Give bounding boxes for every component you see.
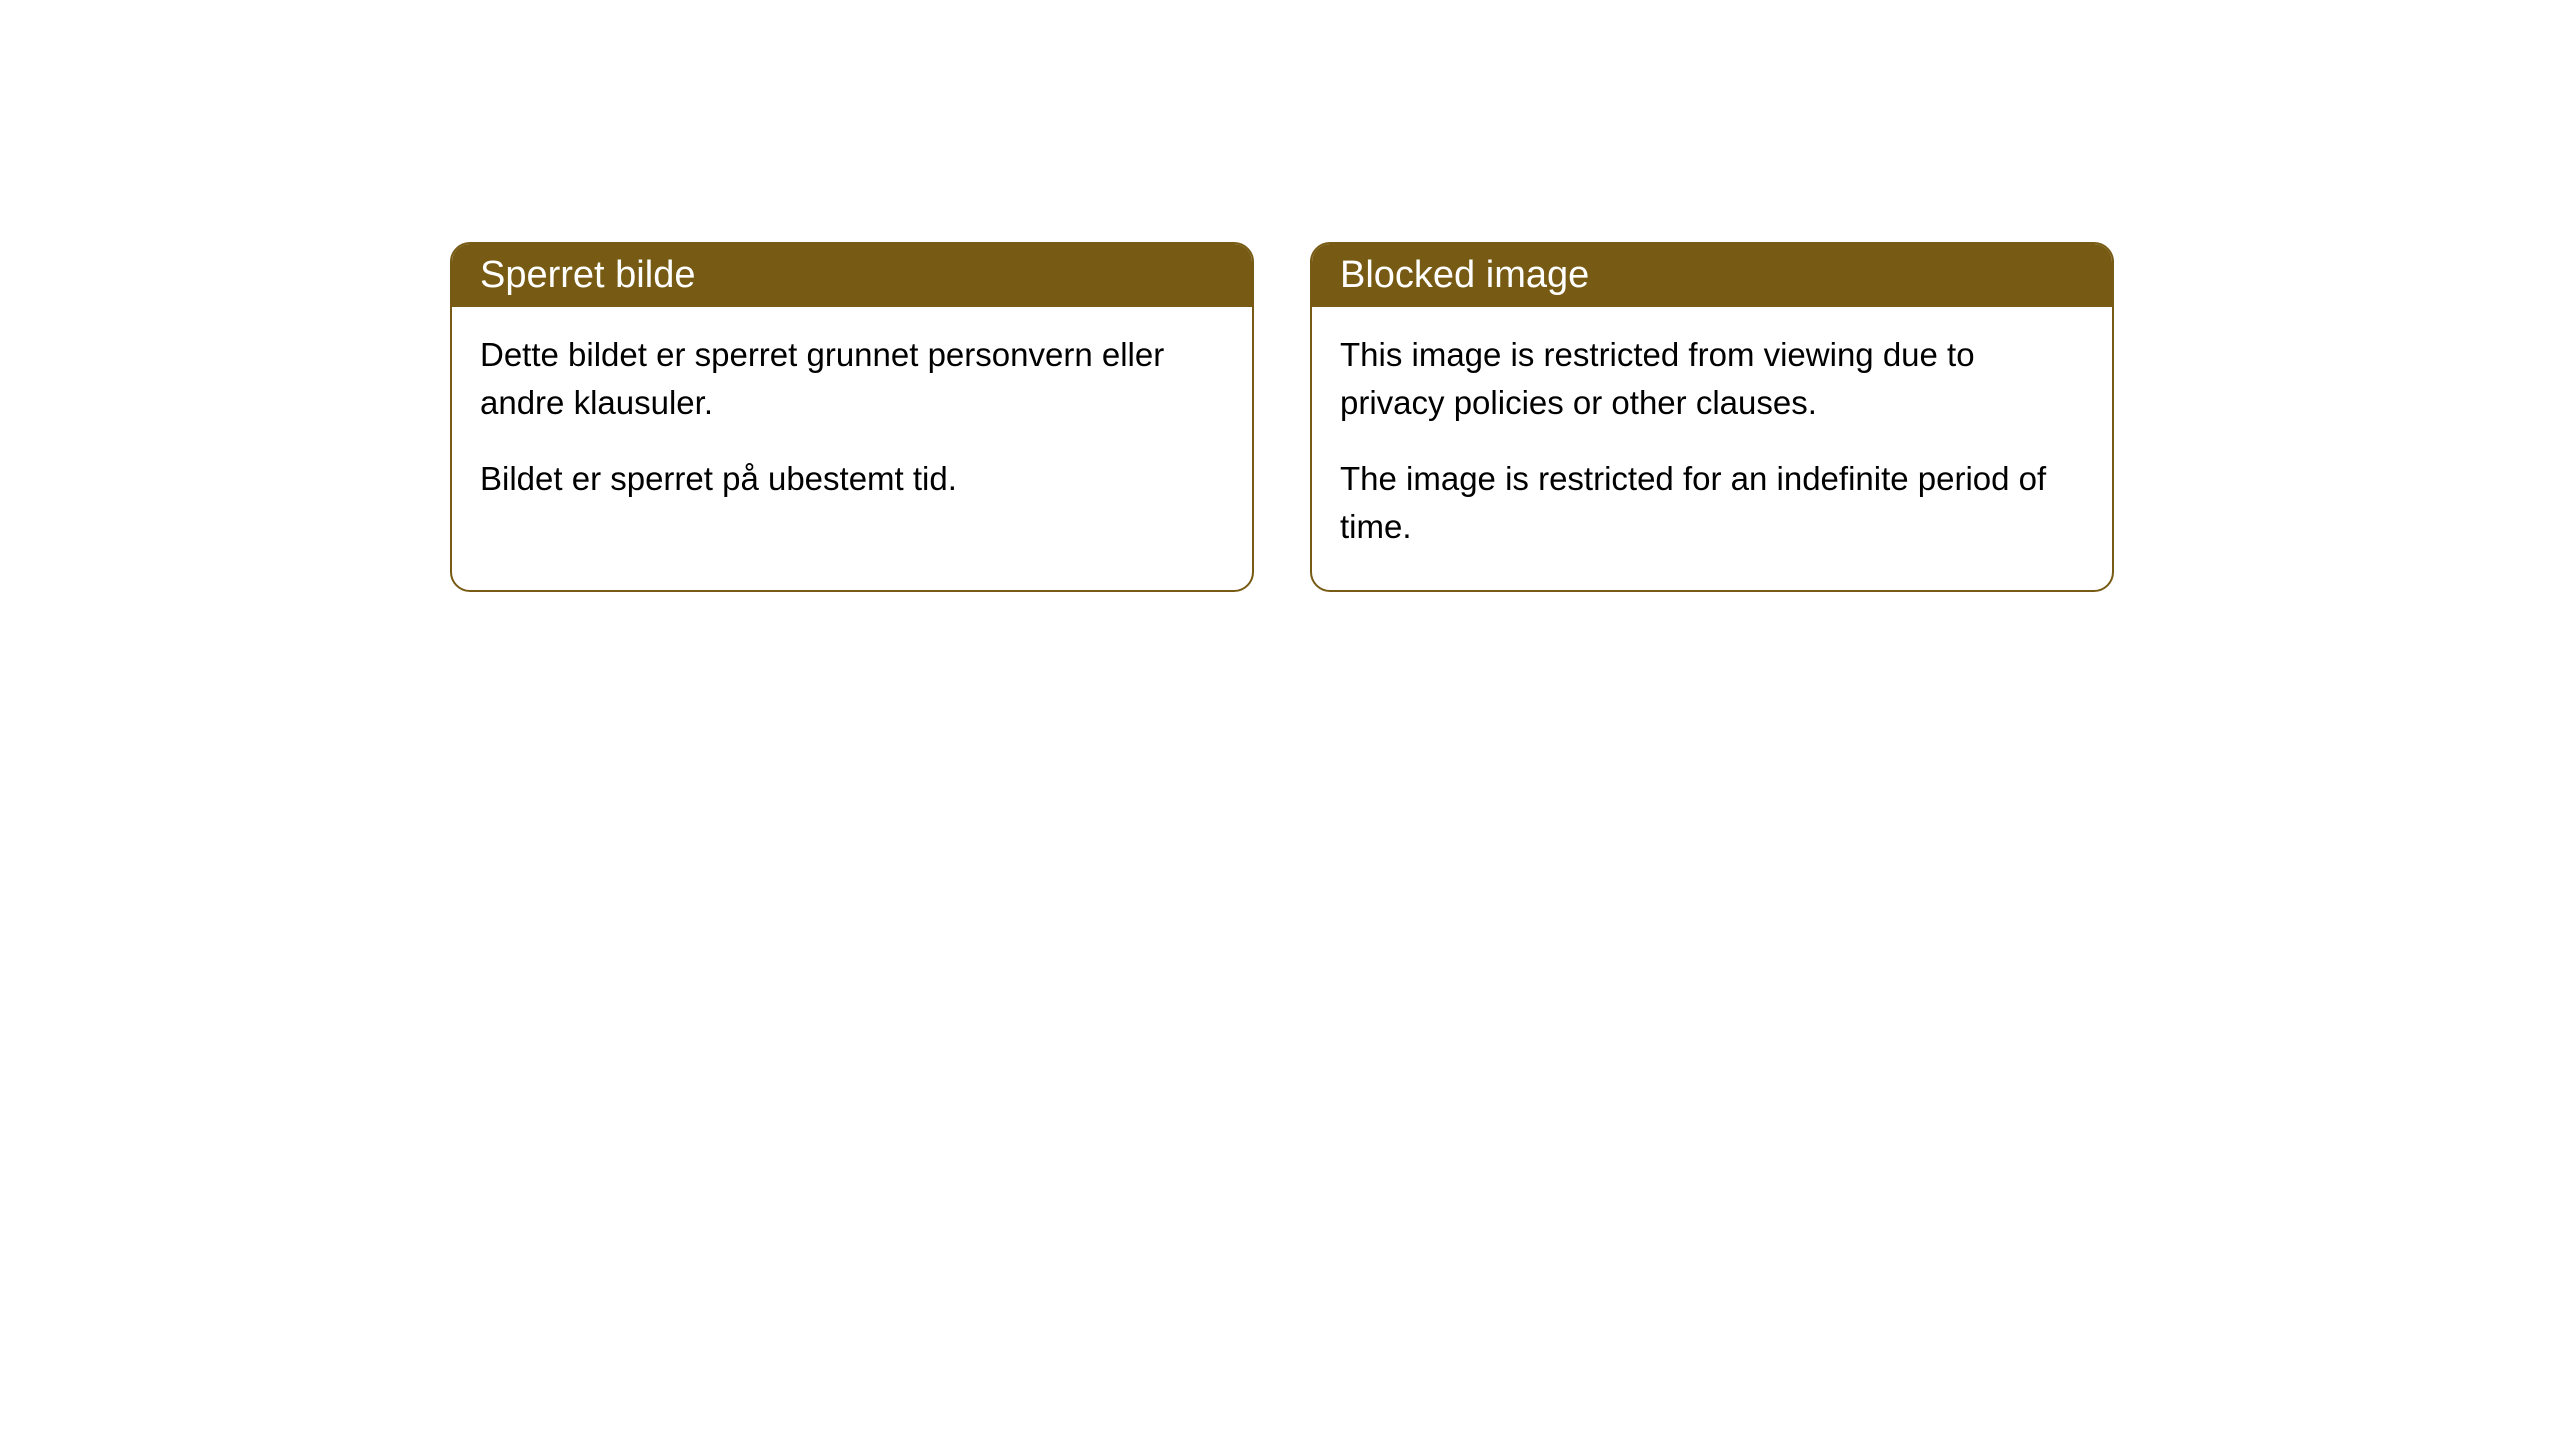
card-header-no: Sperret bilde [452, 244, 1252, 307]
notice-cards-container: Sperret bilde Dette bildet er sperret gr… [0, 0, 2560, 592]
card-header-en: Blocked image [1312, 244, 2112, 307]
card-paragraph-no-1: Dette bildet er sperret grunnet personve… [480, 331, 1224, 427]
card-paragraph-no-2: Bildet er sperret på ubestemt tid. [480, 455, 1224, 503]
card-paragraph-en-2: The image is restricted for an indefinit… [1340, 455, 2084, 551]
blocked-image-card-no: Sperret bilde Dette bildet er sperret gr… [450, 242, 1254, 592]
card-body-no: Dette bildet er sperret grunnet personve… [452, 307, 1252, 543]
card-body-en: This image is restricted from viewing du… [1312, 307, 2112, 590]
card-title-en: Blocked image [1340, 254, 1589, 296]
blocked-image-card-en: Blocked image This image is restricted f… [1310, 242, 2114, 592]
card-paragraph-en-1: This image is restricted from viewing du… [1340, 331, 2084, 427]
card-title-no: Sperret bilde [480, 254, 695, 296]
